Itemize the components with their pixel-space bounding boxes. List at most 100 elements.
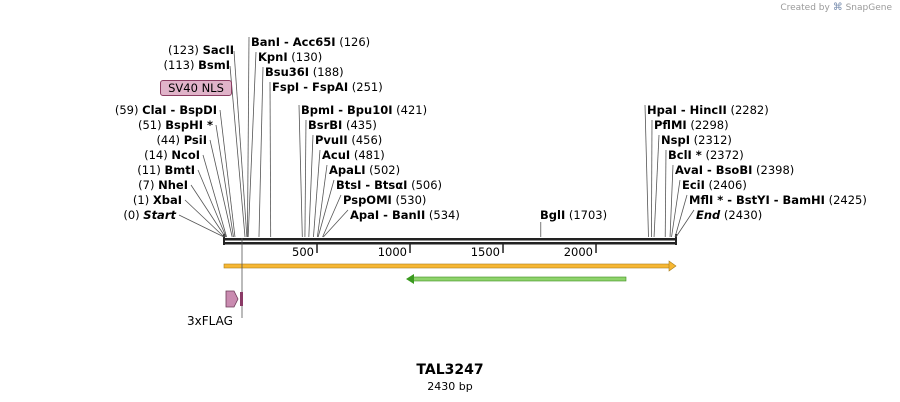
site-line-right-3 (664, 149, 667, 238)
site-mid-6-position: (530) (392, 193, 427, 207)
site-mid-5-position: (506) (407, 178, 442, 192)
site-right-7[interactable]: End (2430) (696, 208, 762, 222)
credit-prefix: Created by (780, 3, 830, 13)
site-name: SacII (203, 43, 234, 57)
site-line-top-0 (247, 36, 250, 238)
site-line-right-7 (675, 209, 695, 238)
backbone-bottom-strand (224, 242, 676, 245)
3xflag-feature-label[interactable]: 3xFLAG (187, 314, 233, 328)
site-right-2-position: (2312) (690, 133, 732, 147)
site-mid-5[interactable]: BtsI - BtsαI (506) (336, 178, 442, 192)
site-line-clai-bspdi (219, 109, 236, 238)
site-bsmi[interactable]: (113) BsmI (164, 58, 230, 72)
site-line-mid-1 (304, 119, 307, 238)
ruler-tick-label-2000: 2000 (564, 245, 593, 259)
site-top-1[interactable]: KpnI (130) (258, 50, 322, 64)
site-mid-2[interactable]: PvuII (456) (315, 133, 382, 147)
orf-inner-bar (411, 276, 627, 282)
site-clai-bspdi[interactable]: (59) ClaI - BspDI (115, 103, 217, 117)
site-mid-7[interactable]: ApaI - BanII (534) (350, 208, 460, 222)
site-sacii[interactable]: (123) SacII (168, 43, 234, 57)
site-mid-7-position: (534) (425, 208, 460, 222)
snapgene-logo-icon: ⌘ (832, 2, 843, 13)
backbone-top-strand (224, 238, 676, 241)
site-mid-5-name: BtsI - BtsαI (336, 178, 407, 192)
site-line-right-1 (651, 119, 653, 238)
site-top-0[interactable]: BanI - Acc65I (126) (251, 35, 370, 49)
site-right-3-position: (2372) (702, 148, 744, 162)
site-mid-2-position: (456) (348, 133, 383, 147)
site-nhei[interactable]: (7) NheI (138, 178, 188, 192)
site-line-mid-4 (316, 164, 328, 238)
site-xbai[interactable]: (1) XbaI (133, 193, 182, 207)
site-mid-1-position: (435) (342, 118, 377, 132)
site-right-5[interactable]: EciI (2406) (682, 178, 747, 192)
ruler-tick-label-1000: 1000 (378, 245, 407, 259)
site-line-right-4 (669, 164, 674, 238)
site-mid-3[interactable]: AcuI (481) (322, 148, 385, 162)
site-mid-0[interactable]: BpmI - Bpu10I (421) (301, 103, 427, 117)
site-bsphi-[interactable]: (51) BspHI * (138, 118, 213, 132)
site-name: BsmI (198, 58, 230, 72)
site-right-6[interactable]: MflI * - BstYI - BamHI (2425) (689, 193, 867, 207)
site-line-mid-3 (313, 149, 321, 238)
site-bmti-name: BmtI (164, 163, 195, 177)
site-mid-4-position: (502) (366, 163, 401, 177)
site-top-2-name: Bsu36I (265, 65, 309, 79)
site-line-top-2 (258, 66, 264, 238)
sv40-nls-feature-label[interactable]: SV40 NLS (160, 80, 232, 96)
site-top-1-position: (130) (288, 50, 323, 64)
site-mid-0-position: (421) (393, 103, 428, 117)
site-top-2[interactable]: Bsu36I (188) (265, 65, 344, 79)
site-bgli[interactable]: BglI (1703) (540, 208, 607, 222)
site-right-2[interactable]: NspI (2312) (661, 133, 732, 147)
backbone-end-cap (675, 234, 677, 245)
site-line-bmti (197, 169, 227, 238)
site-right-1[interactable]: PflMI (2298) (654, 118, 729, 132)
site-line-xbai (184, 199, 225, 238)
site-position: (14) (144, 148, 171, 162)
site-position: (7) (138, 178, 158, 192)
site-line-bsmi (229, 65, 246, 238)
site-line-mid-2 (308, 134, 314, 238)
site-right-4[interactable]: AvaI - BsoBI (2398) (675, 163, 794, 177)
site-line-right-6 (674, 194, 688, 238)
site-top-0-name: BanI - Acc65I (251, 35, 336, 49)
site-psii-name: PsiI (184, 133, 207, 147)
site-line-right-0 (644, 104, 649, 238)
site-ncoi[interactable]: (14) NcoI (144, 148, 200, 162)
site-right-7-position: (2430) (720, 208, 762, 222)
site-position: (1) (133, 193, 153, 207)
site-line-mid-0 (298, 104, 303, 238)
site-bmti[interactable]: (11) BmtI (137, 163, 195, 177)
credit-brand: SnapGene (845, 3, 892, 13)
site-mid-6[interactable]: PspOMI (530) (343, 193, 426, 207)
site-right-3[interactable]: BclI * (2372) (668, 148, 744, 162)
site-line-mid-5 (317, 179, 335, 238)
site-mid-4-name: ApaLI (329, 163, 366, 177)
site-right-0[interactable]: HpaI - HincII (2282) (647, 103, 769, 117)
site-mid-2-name: PvuII (315, 133, 348, 147)
site-right-6-name: MflI * - BstYI - BamHI (689, 193, 825, 207)
site-mid-4[interactable]: ApaLI (502) (329, 163, 400, 177)
site-top-0-position: (126) (336, 35, 371, 49)
site-line-nhei (190, 184, 226, 238)
site-right-0-name: HpaI - HincII (647, 103, 727, 117)
site-right-1-name: PflMI (654, 118, 687, 132)
credit: Created by ⌘ SnapGene (780, 2, 892, 13)
site-psii[interactable]: (44) PsiI (156, 133, 207, 147)
site-right-1-position: (2298) (687, 118, 729, 132)
site-start[interactable]: (0) Start (123, 208, 176, 222)
site-line-right-5 (671, 179, 681, 238)
site-nhei-name: NheI (158, 178, 188, 192)
site-line-bsphi- (215, 124, 234, 238)
site-line-start (178, 214, 225, 238)
site-top-3[interactable]: FspI - FspAI (251) (272, 80, 383, 94)
site-mid-1[interactable]: BsrBI (435) (308, 118, 377, 132)
site-line-mid-6 (322, 194, 342, 238)
site-position: (123) (168, 43, 203, 57)
site-right-5-position: (2406) (705, 178, 747, 192)
site-right-4-position: (2398) (752, 163, 794, 177)
